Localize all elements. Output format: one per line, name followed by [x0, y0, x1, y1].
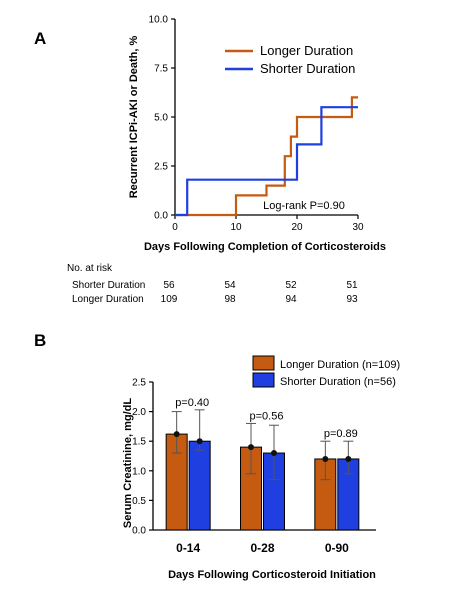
risk-row-label-shorter: Shorter Duration: [72, 280, 145, 291]
mean-point: [196, 438, 203, 445]
km-y-tick-label: 5.0: [154, 113, 168, 124]
mean-point: [248, 444, 254, 451]
bar-x-axis-label: Days Following Corticosteroid Initiation: [168, 569, 376, 581]
risk-value: 93: [346, 294, 358, 305]
mean-point: [271, 450, 277, 457]
km-y-tick-label: 0.0: [154, 211, 168, 222]
mean-point: [322, 455, 329, 462]
risk-value: 98: [224, 294, 236, 305]
category-label: 0-28: [250, 541, 274, 555]
km-x-axis-label: Days Following Completion of Corticoster…: [144, 241, 386, 253]
category-label: 0-90: [325, 541, 349, 555]
risk-row-label-longer: Longer Duration: [72, 294, 144, 305]
km-legend-shorter-label: Shorter Duration: [260, 61, 355, 76]
risk-value: 56: [163, 280, 175, 291]
risk-value: 51: [346, 280, 358, 291]
km-y-tick-label: 7.5: [154, 64, 168, 75]
bar-y-axis-label: Serum Creatinine, mg/dL: [122, 398, 134, 528]
bar-shorter: [188, 440, 211, 531]
panel-b-label: B: [34, 331, 46, 350]
risk-value: 94: [285, 294, 297, 305]
risk-value: 54: [224, 280, 236, 291]
bar-chart: Serum Creatinine, mg/dL Days Following C…: [122, 355, 400, 581]
bar-y-tick-label: 0.0: [132, 526, 146, 537]
bar-y-tick-label: 1.5: [132, 437, 146, 448]
category-label: 0-14: [176, 541, 200, 555]
km-x-tick-label: 0: [172, 222, 178, 233]
p-value-annotation: p=0.40: [175, 397, 209, 409]
km-plot: Recurrent ICPi-AKI or Death, % Days Foll…: [67, 15, 386, 306]
mean-point: [345, 455, 352, 462]
km-y-axis-label: Recurrent ICPi-AKI or Death, %: [128, 35, 140, 198]
km-series-longer: [175, 96, 358, 217]
km-legend-longer-label: Longer Duration: [260, 43, 353, 58]
risk-value: 109: [161, 294, 178, 305]
bar-legend-swatch-shorter: [252, 372, 275, 388]
km-x-tick-label: 10: [230, 222, 242, 233]
logrank-annotation: Log-rank P=0.90: [263, 200, 345, 212]
km-y-tick-label: 2.5: [154, 162, 168, 173]
km-y-tick-label: 10.0: [149, 15, 169, 26]
risk-value: 52: [285, 280, 297, 291]
mean-point: [173, 431, 180, 438]
km-series-shorter: [175, 106, 358, 217]
bar-legend-longer-label: Longer Duration (n=109): [280, 359, 400, 371]
bar-y-tick-label: 1.0: [132, 466, 146, 477]
bar-legend-shorter-label: Shorter Duration (n=56): [280, 376, 396, 388]
bar-y-tick-label: 2.5: [132, 378, 146, 389]
panel-a-label: A: [34, 29, 46, 48]
bar-y-tick-label: 2.0: [132, 407, 146, 418]
risk-table-title: No. at risk: [67, 263, 113, 274]
p-value-annotation: p=0.56: [250, 410, 284, 422]
p-value-annotation: p=0.89: [324, 428, 358, 440]
bar-y-tick-label: 0.5: [132, 496, 146, 507]
km-x-tick-label: 30: [352, 222, 364, 233]
km-x-tick-label: 20: [291, 222, 303, 233]
bar-legend-swatch-longer: [252, 355, 275, 371]
